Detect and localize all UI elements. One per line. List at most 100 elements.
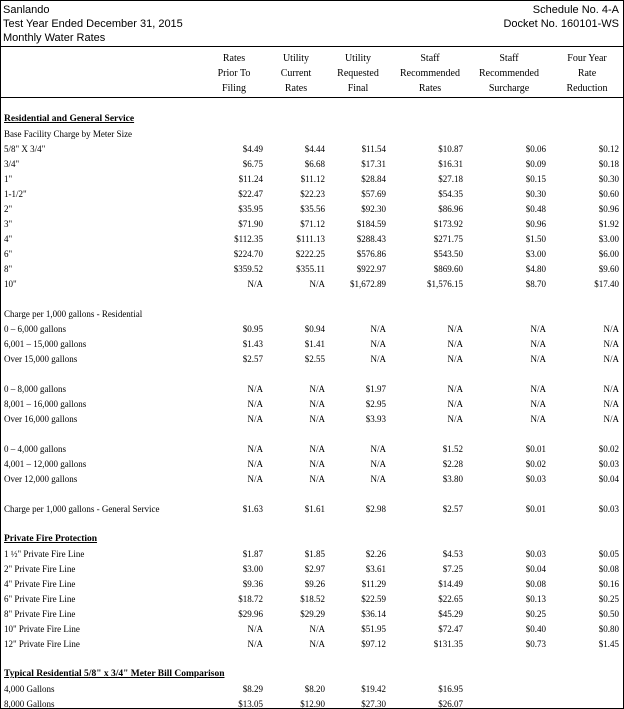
- cell-utility-current: $71.12: [300, 219, 325, 229]
- row-label: 1 ½" Private Fire Line: [4, 549, 85, 559]
- cell-rates-prior: $71.90: [238, 219, 263, 229]
- cell-utility-requested: $11.29: [361, 579, 386, 589]
- cell-staff-rates: N/A: [447, 354, 464, 364]
- table-row: 3/4" $6.75 $6.68 $17.31 $16.31 $0.09 $0.18: [1, 157, 623, 172]
- cell-rates-prior: N/A: [247, 474, 264, 484]
- table-row: 4,000 Gallons $8.29 $8.20 $19.42 $16.95: [1, 682, 623, 697]
- row-label: 4,001 – 12,000 gallons: [4, 459, 87, 469]
- cell-rates-prior: N/A: [247, 384, 264, 394]
- cell-rate-reduction: $0.04: [598, 474, 619, 484]
- cell-utility-current: $2.55: [304, 354, 325, 364]
- cell-utility-current: N/A: [309, 459, 326, 469]
- row-label: 3": [4, 219, 13, 229]
- cell-rate-reduction: N/A: [603, 384, 620, 394]
- cell-staff-rates: $54.35: [438, 189, 463, 199]
- cell-staff-rates: N/A: [447, 324, 464, 334]
- cell-rate-reduction: $3.00: [598, 234, 619, 244]
- cell-staff-surcharge: $0.73: [525, 639, 546, 649]
- cell-staff-rates: $10.87: [438, 144, 463, 154]
- cell-staff-rates: $72.47: [438, 624, 463, 634]
- row-label: Over 12,000 gallons: [4, 474, 78, 484]
- row-label: 8,000 Gallons: [4, 699, 55, 709]
- cell-utility-requested: N/A: [370, 444, 387, 454]
- cell-staff-rates: $45.29: [438, 609, 463, 619]
- cell-staff-rates: $86.96: [438, 204, 463, 214]
- cell-staff-surcharge: $0.03: [525, 549, 546, 559]
- table-row: 1" $11.24 $11.12 $28.84 $27.18 $0.15 $0.30: [1, 172, 623, 187]
- schedule-title: Monthly Water Rates: [3, 32, 106, 44]
- row-label: 10" Private Fire Line: [4, 624, 80, 634]
- subheading-row: Base Facility Charge by Meter Size: [1, 127, 623, 142]
- cell-staff-rates: N/A: [447, 414, 464, 424]
- cell-utility-current: $4.44: [304, 144, 325, 154]
- table-row: 8" Private Fire Line $29.96 $29.29 $36.14 $4…: [1, 607, 623, 622]
- cell-rate-reduction: $0.05: [598, 549, 619, 559]
- cell-staff-surcharge: $0.03: [525, 474, 546, 484]
- row-label: 3/4": [4, 159, 20, 169]
- cell-utility-current: N/A: [309, 399, 326, 409]
- cell-utility-current: N/A: [309, 444, 326, 454]
- cell-staff-rates: $22.65: [438, 594, 463, 604]
- cell-staff-surcharge: $0.06: [525, 144, 546, 154]
- cell-staff-surcharge: N/A: [530, 384, 547, 394]
- cell-utility-requested: $97.12: [361, 639, 386, 649]
- row-label: 2" Private Fire Line: [4, 564, 76, 574]
- cell-staff-surcharge: $0.01: [525, 504, 546, 514]
- cell-staff-surcharge: $0.15: [525, 174, 546, 184]
- cell-rates-prior: N/A: [247, 399, 264, 409]
- cell-staff-surcharge: N/A: [530, 354, 547, 364]
- cell-rates-prior: $1.87: [242, 549, 263, 559]
- table-row: 5/8" X 3/4" $4.49 $4.44 $11.54 $10.87 $0.06 $0…: [1, 142, 623, 157]
- cell-rate-reduction: N/A: [603, 354, 620, 364]
- cell-staff-rates: $26.07: [438, 699, 463, 709]
- cell-rate-reduction: $17.40: [594, 279, 619, 289]
- section-heading: Private Fire Protection: [4, 534, 98, 544]
- cell-rates-prior: $18.72: [238, 594, 263, 604]
- spacer-row: [1, 427, 623, 442]
- table-row: 1-1/2" $22.47 $22.23 $57.69 $54.35 $0.30 $0.60: [1, 187, 623, 202]
- cell-staff-rates: $1,576.15: [427, 279, 463, 289]
- cell-utility-current: $9.26: [304, 579, 325, 589]
- table-row: 3" $71.90 $71.12 $184.59 $173.92 $0.96 $1.92: [1, 217, 623, 232]
- table-row: 4" $112.35 $111.13 $288.43 $271.75 $1.50 $3.00: [1, 232, 623, 247]
- table-row: Over 15,000 gallons $2.57 $2.55 N/A N/A N/A N/…: [1, 352, 623, 367]
- cell-rates-prior: $359.52: [233, 264, 263, 274]
- cell-rate-reduction: $0.08: [598, 564, 619, 574]
- cell-utility-requested: $1.97: [365, 384, 386, 394]
- table-row: 6,001 – 15,000 gallons $1.43 $1.41 N/A N/A N/…: [1, 337, 623, 352]
- cell-rates-prior: $3.00: [242, 564, 263, 574]
- row-label: 2": [4, 204, 13, 214]
- row-label: Charge per 1,000 gallons - General Servi…: [4, 504, 160, 514]
- cell-utility-requested: $2.95: [365, 399, 386, 409]
- row-label: 1": [4, 174, 13, 184]
- cell-rates-prior: $11.24: [238, 174, 263, 184]
- table-row: 0 – 8,000 gallons N/A N/A $1.97 N/A N/A N/A: [1, 382, 623, 397]
- cell-rate-reduction: $9.60: [598, 264, 619, 274]
- cell-utility-current: $8.20: [304, 684, 325, 694]
- cell-utility-requested: $22.59: [361, 594, 386, 604]
- cell-rate-reduction: $0.03: [598, 459, 619, 469]
- row-label: Over 16,000 gallons: [4, 414, 78, 424]
- cell-utility-current: N/A: [309, 624, 326, 634]
- cell-utility-current: $11.12: [300, 174, 325, 184]
- cell-rates-prior: N/A: [247, 444, 264, 454]
- column-header-rates-prior: Rates Prior To Filing: [217, 53, 251, 94]
- row-label: 8": [4, 264, 13, 274]
- column-header-utility-requested: Utility Requested Final: [337, 53, 379, 94]
- cell-rate-reduction: $6.00: [598, 249, 619, 259]
- column-header-staff-surcharge: Staff Recommended Surcharge: [479, 53, 539, 94]
- cell-utility-requested: N/A: [370, 459, 387, 469]
- cell-staff-rates: $16.31: [438, 159, 463, 169]
- row-label: 4,000 Gallons: [4, 684, 55, 694]
- row-label: 4" Private Fire Line: [4, 579, 76, 589]
- table-row: Charge per 1,000 gallons - General Servi…: [1, 502, 623, 517]
- cell-utility-current: $29.29: [300, 609, 325, 619]
- spacer-row: [1, 517, 623, 532]
- section-heading: Residential and General Service: [4, 114, 135, 124]
- cell-rates-prior: $224.70: [233, 249, 263, 259]
- test-year: Test Year Ended December 31, 2015: [3, 18, 183, 30]
- row-label: 12" Private Fire Line: [4, 639, 80, 649]
- cell-staff-surcharge: $0.02: [525, 459, 546, 469]
- cell-utility-requested: $184.59: [356, 219, 386, 229]
- section-heading-row: Residential and General Service: [1, 112, 623, 127]
